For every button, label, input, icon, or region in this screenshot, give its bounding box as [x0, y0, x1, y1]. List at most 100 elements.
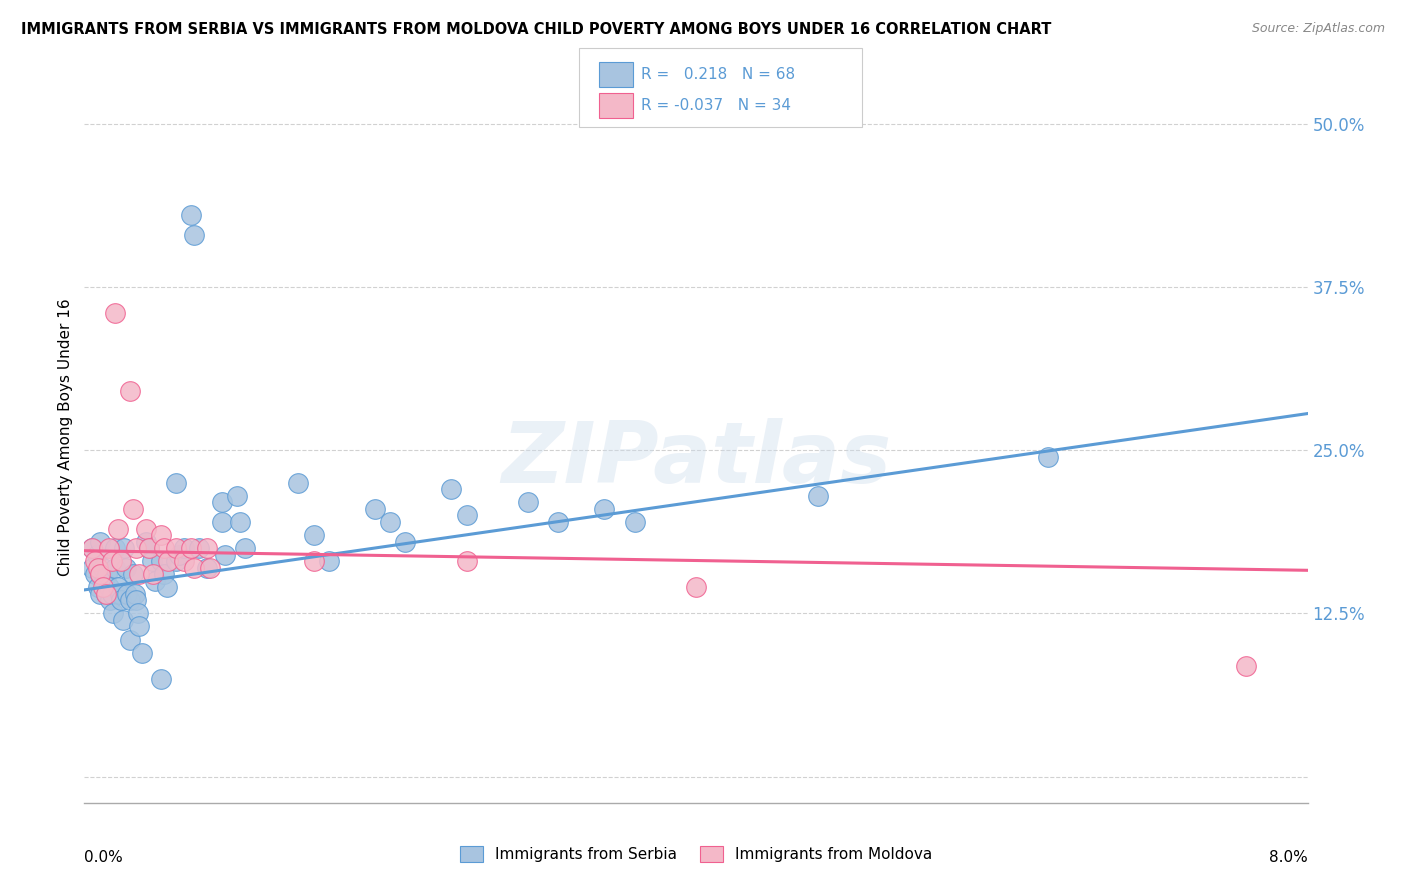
Point: [173, 554, 195, 568]
Point: [124, 587, 146, 601]
Point: [141, 554, 163, 568]
Point: [80, 541, 103, 555]
Point: [87, 560, 110, 574]
Point: [318, 554, 340, 568]
Legend: Immigrants from Serbia, Immigrants from Moldova: Immigrants from Serbia, Immigrants from …: [454, 840, 938, 868]
Text: 0.0%: 0.0%: [84, 850, 124, 865]
Point: [211, 495, 233, 509]
Point: [91, 580, 114, 594]
Point: [1036, 450, 1059, 464]
Point: [104, 306, 127, 320]
Text: Source: ZipAtlas.com: Source: ZipAtlas.com: [1251, 22, 1385, 36]
Point: [120, 632, 142, 647]
Point: [89, 534, 111, 549]
Point: [135, 521, 157, 535]
Point: [80, 541, 103, 555]
Text: R =   0.218   N = 68: R = 0.218 N = 68: [641, 68, 796, 82]
Point: [302, 528, 325, 542]
Point: [122, 567, 145, 582]
Point: [142, 567, 165, 582]
Point: [93, 574, 115, 588]
Point: [180, 208, 202, 222]
Point: [516, 495, 538, 509]
Point: [214, 548, 236, 562]
Point: [149, 528, 172, 542]
Point: [110, 593, 132, 607]
Point: [111, 613, 134, 627]
Point: [153, 541, 176, 555]
Point: [188, 541, 211, 555]
Point: [156, 580, 179, 594]
Point: [143, 574, 166, 588]
Y-axis label: Child Poverty Among Boys Under 16: Child Poverty Among Boys Under 16: [58, 298, 73, 576]
Point: [456, 554, 478, 568]
Point: [547, 515, 569, 529]
Point: [125, 593, 148, 607]
Point: [364, 502, 387, 516]
Point: [96, 567, 118, 582]
Point: [101, 554, 124, 568]
Point: [94, 587, 117, 601]
Point: [112, 541, 135, 555]
Point: [1236, 658, 1258, 673]
Point: [104, 541, 127, 555]
Point: [138, 541, 160, 555]
Point: [128, 567, 150, 582]
Text: IMMIGRANTS FROM SERBIA VS IMMIGRANTS FROM MOLDOVA CHILD POVERTY AMONG BOYS UNDER: IMMIGRANTS FROM SERBIA VS IMMIGRANTS FRO…: [21, 22, 1052, 37]
Point: [108, 587, 131, 601]
Text: 8.0%: 8.0%: [1268, 850, 1308, 865]
Text: ZIPatlas: ZIPatlas: [501, 417, 891, 500]
Point: [180, 541, 202, 555]
Point: [211, 515, 233, 529]
Point: [807, 489, 830, 503]
Point: [120, 384, 142, 399]
Point: [86, 548, 108, 562]
Point: [183, 227, 205, 242]
Point: [167, 548, 190, 562]
Point: [593, 502, 616, 516]
Point: [84, 554, 107, 568]
Point: [80, 560, 103, 574]
Point: [114, 560, 136, 574]
Point: [84, 567, 107, 582]
Point: [107, 580, 129, 594]
Point: [624, 515, 647, 529]
Point: [440, 483, 463, 497]
Point: [127, 607, 149, 621]
Point: [165, 541, 187, 555]
Point: [198, 560, 221, 574]
Point: [125, 541, 148, 555]
Point: [87, 580, 110, 594]
Point: [165, 475, 187, 490]
Point: [287, 475, 309, 490]
Point: [97, 541, 120, 555]
Point: [94, 587, 117, 601]
Point: [173, 541, 195, 555]
Point: [122, 502, 145, 516]
Point: [149, 554, 172, 568]
Point: [97, 580, 120, 594]
Point: [183, 560, 205, 574]
Point: [89, 567, 111, 582]
Point: [89, 587, 111, 601]
Point: [302, 554, 325, 568]
Point: [128, 619, 150, 633]
Point: [394, 534, 416, 549]
Point: [229, 515, 252, 529]
Point: [91, 560, 114, 574]
Point: [165, 554, 187, 568]
Point: [107, 521, 129, 535]
Point: [120, 593, 142, 607]
Point: [98, 593, 121, 607]
Point: [233, 541, 256, 555]
Point: [153, 567, 176, 582]
Point: [110, 554, 132, 568]
Point: [380, 515, 402, 529]
Point: [456, 508, 478, 523]
Point: [104, 560, 127, 574]
Point: [195, 560, 218, 574]
Point: [685, 580, 707, 594]
Point: [131, 646, 153, 660]
Point: [101, 587, 124, 601]
Text: R = -0.037   N = 34: R = -0.037 N = 34: [641, 98, 792, 113]
